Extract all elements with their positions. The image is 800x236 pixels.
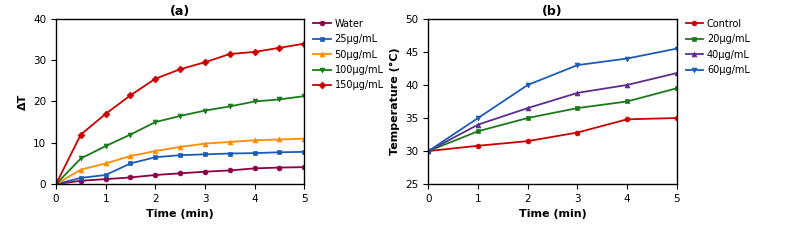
Water xyxy=(274,166,284,169)
150μg/mL xyxy=(299,42,309,45)
X-axis label: Time (min): Time (min) xyxy=(518,209,586,219)
60μg/mL xyxy=(523,84,533,86)
150μg/mL xyxy=(200,61,210,64)
150μg/mL xyxy=(150,77,160,80)
50μg/mL xyxy=(175,145,185,148)
100μg/mL xyxy=(250,100,259,103)
25μg/mL xyxy=(126,162,135,165)
Water xyxy=(51,183,61,185)
Water xyxy=(101,178,110,181)
50μg/mL xyxy=(299,137,309,140)
40μg/mL xyxy=(622,84,632,86)
Legend: Water, 25μg/mL, 50μg/mL, 100μg/mL, 150μg/mL: Water, 25μg/mL, 50μg/mL, 100μg/mL, 150μg… xyxy=(313,19,384,90)
20μg/mL xyxy=(672,87,682,90)
Water xyxy=(175,172,185,175)
50μg/mL xyxy=(250,139,259,142)
Water xyxy=(200,170,210,173)
150μg/mL xyxy=(175,68,185,71)
150μg/mL xyxy=(250,51,259,53)
40μg/mL xyxy=(672,72,682,75)
Control xyxy=(474,144,483,147)
Water xyxy=(299,166,309,169)
50μg/mL xyxy=(200,142,210,145)
100μg/mL xyxy=(51,183,61,185)
25μg/mL xyxy=(175,154,185,157)
25μg/mL xyxy=(76,177,86,179)
150μg/mL xyxy=(126,94,135,97)
50μg/mL xyxy=(126,155,135,157)
Control xyxy=(672,117,682,119)
Line: 40μg/mL: 40μg/mL xyxy=(426,71,679,153)
Control xyxy=(523,140,533,143)
25μg/mL xyxy=(274,151,284,154)
Y-axis label: Temperature (°C): Temperature (°C) xyxy=(390,48,400,155)
25μg/mL xyxy=(225,152,234,155)
100μg/mL xyxy=(175,114,185,117)
Line: 100μg/mL: 100μg/mL xyxy=(54,94,306,186)
50μg/mL xyxy=(51,183,61,185)
100μg/mL xyxy=(274,98,284,101)
X-axis label: Time (min): Time (min) xyxy=(146,209,214,219)
60μg/mL xyxy=(474,117,483,119)
25μg/mL xyxy=(51,183,61,185)
20μg/mL xyxy=(424,150,434,152)
40μg/mL xyxy=(474,123,483,126)
Control xyxy=(573,131,582,134)
Y-axis label: ΔT: ΔT xyxy=(18,93,27,110)
20μg/mL xyxy=(622,100,632,103)
100μg/mL xyxy=(101,145,110,148)
60μg/mL xyxy=(672,47,682,50)
150μg/mL xyxy=(76,133,86,136)
150μg/mL xyxy=(101,113,110,115)
50μg/mL xyxy=(76,168,86,171)
Line: Control: Control xyxy=(426,116,679,153)
50μg/mL xyxy=(274,138,284,141)
Line: 25μg/mL: 25μg/mL xyxy=(54,149,306,186)
20μg/mL xyxy=(474,130,483,133)
25μg/mL xyxy=(150,156,160,159)
25μg/mL xyxy=(101,174,110,177)
Water xyxy=(250,167,259,170)
25μg/mL xyxy=(250,152,259,155)
Control xyxy=(424,150,434,152)
50μg/mL xyxy=(225,141,234,143)
100μg/mL xyxy=(299,95,309,97)
100μg/mL xyxy=(150,121,160,124)
50μg/mL xyxy=(150,150,160,152)
100μg/mL xyxy=(76,157,86,160)
150μg/mL xyxy=(274,46,284,49)
60μg/mL xyxy=(573,64,582,67)
50μg/mL xyxy=(101,162,110,165)
Water xyxy=(126,176,135,179)
Control xyxy=(622,118,632,121)
20μg/mL xyxy=(573,107,582,110)
Line: 50μg/mL: 50μg/mL xyxy=(54,136,306,186)
100μg/mL xyxy=(200,109,210,112)
25μg/mL xyxy=(299,151,309,153)
40μg/mL xyxy=(523,107,533,110)
150μg/mL xyxy=(225,53,234,55)
150μg/mL xyxy=(51,183,61,185)
Water xyxy=(76,179,86,182)
Water xyxy=(225,169,234,172)
Line: Water: Water xyxy=(54,165,306,186)
Line: 60μg/mL: 60μg/mL xyxy=(426,46,679,153)
60μg/mL xyxy=(622,57,632,60)
20μg/mL xyxy=(523,117,533,119)
100μg/mL xyxy=(225,105,234,108)
Line: 20μg/mL: 20μg/mL xyxy=(426,86,679,153)
100μg/mL xyxy=(126,133,135,136)
Water xyxy=(150,174,160,177)
Line: 150μg/mL: 150μg/mL xyxy=(54,41,306,186)
Legend: Control, 20μg/mL, 40μg/mL, 60μg/mL: Control, 20μg/mL, 40μg/mL, 60μg/mL xyxy=(686,19,750,75)
Title: (b): (b) xyxy=(542,5,563,18)
Title: (a): (a) xyxy=(170,5,190,18)
25μg/mL xyxy=(200,153,210,156)
40μg/mL xyxy=(573,92,582,94)
60μg/mL xyxy=(424,150,434,152)
40μg/mL xyxy=(424,150,434,152)
